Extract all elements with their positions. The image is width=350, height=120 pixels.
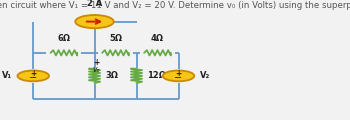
Text: 4Ω: 4Ω: [151, 34, 164, 43]
Text: +: +: [93, 58, 99, 67]
Text: +: +: [30, 69, 36, 78]
Text: V₁: V₁: [2, 71, 12, 80]
Text: 2 A: 2 A: [87, 0, 102, 8]
Circle shape: [163, 70, 194, 81]
Text: −: −: [29, 73, 37, 83]
Circle shape: [75, 15, 114, 28]
Text: −: −: [174, 73, 183, 83]
Circle shape: [18, 70, 49, 81]
Text: vₒ: vₒ: [92, 65, 100, 74]
Text: 3Ω: 3Ω: [105, 71, 118, 80]
Text: +: +: [175, 69, 182, 78]
Text: 5Ω: 5Ω: [109, 34, 122, 43]
Text: V₂: V₂: [199, 71, 210, 80]
Text: 12Ω: 12Ω: [147, 71, 166, 80]
Text: Consider the given circuit where V₁ = 11 V and V₂ = 20 V. Determine v₀ (in Volts: Consider the given circuit where V₁ = 11…: [0, 1, 350, 10]
Text: 6Ω: 6Ω: [57, 34, 70, 43]
